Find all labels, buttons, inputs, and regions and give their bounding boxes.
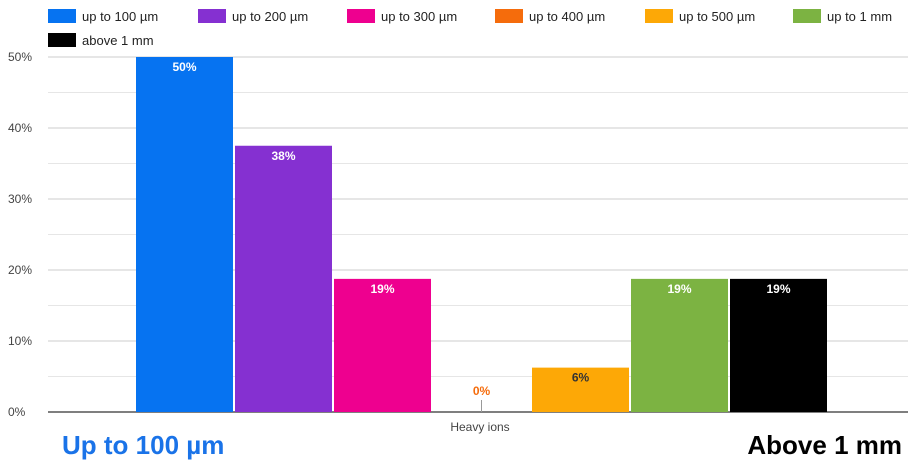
legend-swatch bbox=[347, 9, 375, 23]
legend-swatch bbox=[645, 9, 673, 23]
legend-item: up to 200 µm bbox=[198, 6, 308, 26]
y-tick-label: 30% bbox=[8, 192, 32, 206]
y-tick-label: 10% bbox=[8, 334, 32, 348]
x-tick-label: Heavy ions bbox=[450, 420, 509, 434]
y-tick-label: 20% bbox=[8, 263, 32, 277]
legend-label: up to 300 µm bbox=[381, 8, 458, 24]
bar-label-1: 50% bbox=[172, 60, 196, 74]
legend-swatch bbox=[48, 9, 76, 23]
bar-label-2: 38% bbox=[271, 149, 295, 163]
y-tick-label: 0% bbox=[8, 405, 26, 419]
bar-7 bbox=[730, 278, 827, 412]
legend-item: up to 1 mm bbox=[793, 6, 892, 26]
legend-label: up to 500 µm bbox=[679, 8, 756, 24]
y-tick-label: 50% bbox=[8, 50, 32, 64]
bar-3 bbox=[334, 278, 431, 412]
legend-swatch bbox=[48, 33, 76, 47]
legend-swatch bbox=[198, 9, 226, 23]
legend-swatch bbox=[495, 9, 523, 23]
legend-label: up to 400 µm bbox=[529, 8, 606, 24]
legend-item: up to 100 µm bbox=[48, 6, 158, 26]
legend-label: up to 200 µm bbox=[232, 8, 309, 24]
y-axis-ticks: 0% 10% 20% 30% 40% 50% bbox=[8, 50, 32, 419]
bar-5 bbox=[532, 367, 629, 412]
caption-left: Up to 100 µm bbox=[62, 430, 225, 460]
bar-2 bbox=[235, 145, 332, 412]
legend-swatch bbox=[793, 9, 821, 23]
y-tick-label: 40% bbox=[8, 121, 32, 135]
legend-item: up to 500 µm bbox=[645, 6, 755, 26]
bar-6 bbox=[631, 278, 728, 412]
legend-label: up to 100 µm bbox=[82, 8, 159, 24]
legend-item: up to 400 µm bbox=[495, 6, 605, 26]
bar-label-3: 19% bbox=[370, 282, 394, 296]
bar-labels: 50% 38% 19% 0% 6% 19% 19% bbox=[172, 60, 791, 412]
bar-label-5: 6% bbox=[572, 371, 590, 385]
legend-label: up to 1 mm bbox=[827, 8, 893, 24]
bars bbox=[136, 57, 827, 412]
legend-item: up to 300 µm bbox=[347, 6, 457, 26]
legend-label: above 1 mm bbox=[82, 32, 154, 48]
legend-item: above 1 mm bbox=[48, 30, 154, 50]
bar-label-7: 19% bbox=[766, 282, 790, 296]
caption-right: Above 1 mm bbox=[747, 430, 902, 460]
bar-label-6: 19% bbox=[667, 282, 691, 296]
bar-1 bbox=[136, 57, 233, 412]
bar-label-4: 0% bbox=[473, 384, 491, 398]
